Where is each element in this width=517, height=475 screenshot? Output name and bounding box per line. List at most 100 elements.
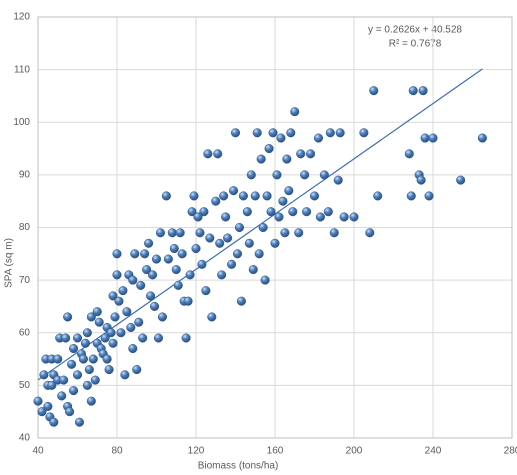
point [315, 212, 325, 222]
point [268, 128, 278, 138]
x-tick-label: 160 [267, 446, 284, 457]
point [365, 228, 375, 238]
trendline-equation: y = 0.2626x + 40.528 [368, 25, 462, 36]
point [207, 312, 217, 322]
point [130, 249, 140, 259]
point [201, 286, 211, 296]
point [286, 128, 296, 138]
point [175, 228, 185, 238]
x-tick-label: 120 [188, 446, 205, 457]
point [335, 128, 345, 138]
point [418, 86, 428, 96]
point [416, 175, 426, 185]
point [112, 249, 122, 259]
point [205, 233, 215, 243]
point [183, 296, 193, 306]
point [272, 170, 282, 180]
point [88, 354, 98, 364]
point [325, 128, 335, 138]
point [359, 128, 369, 138]
x-tick-label: 40 [32, 446, 44, 457]
point [155, 228, 165, 238]
point [260, 275, 270, 285]
point [78, 354, 88, 364]
point [270, 238, 280, 248]
x-axis-title: Biomass (tons/ha) [198, 461, 279, 472]
point [219, 191, 229, 201]
point [223, 233, 233, 243]
point [100, 333, 110, 343]
x-tick-label: 200 [346, 446, 363, 457]
point [197, 259, 207, 269]
point [92, 307, 102, 317]
y-tick-label: 60 [19, 327, 31, 338]
point [193, 212, 203, 222]
point [294, 228, 304, 238]
point [33, 396, 43, 406]
point [49, 417, 59, 427]
point [266, 207, 276, 217]
point [59, 375, 69, 385]
point [63, 312, 73, 322]
point [420, 133, 430, 143]
point [161, 191, 171, 201]
point [80, 338, 90, 348]
point [120, 370, 130, 380]
point [244, 238, 254, 248]
point [288, 207, 298, 217]
point [258, 222, 268, 233]
point [74, 417, 85, 427]
point [323, 207, 333, 217]
point [177, 249, 187, 259]
point [456, 175, 466, 185]
point [142, 265, 152, 275]
point [242, 207, 252, 217]
y-tick-label: 120 [13, 12, 30, 23]
point [132, 365, 142, 375]
point [67, 359, 77, 369]
x-tick-label: 240 [425, 446, 442, 457]
point [408, 86, 418, 96]
point [114, 296, 124, 306]
point [278, 196, 288, 206]
point [138, 333, 148, 343]
y-tick-label: 80 [19, 222, 31, 233]
point [477, 133, 487, 143]
y-tick-label: 50 [19, 380, 31, 391]
point [302, 207, 312, 217]
point [428, 133, 438, 143]
point [84, 365, 94, 375]
point [122, 307, 132, 317]
point [319, 170, 329, 180]
point [213, 149, 223, 159]
point [230, 128, 241, 138]
point [153, 333, 164, 343]
point [290, 107, 300, 117]
point [94, 317, 104, 327]
point [254, 249, 264, 259]
point [185, 270, 195, 280]
point [86, 312, 96, 322]
trendline-r2: R² = 0.7678 [389, 39, 442, 50]
point [173, 280, 183, 290]
point [306, 149, 316, 159]
point [144, 238, 154, 248]
point [157, 312, 167, 322]
point [140, 249, 150, 259]
point [333, 175, 343, 185]
point [309, 191, 320, 201]
point [217, 270, 227, 280]
point [65, 407, 75, 417]
point [148, 270, 158, 280]
point [329, 228, 339, 238]
point [284, 186, 294, 196]
point [339, 212, 349, 222]
point [90, 375, 100, 385]
point [53, 354, 63, 364]
point [211, 196, 221, 206]
point [252, 128, 262, 138]
point [236, 296, 246, 306]
point [82, 328, 92, 338]
y-axis-title: SPA (sq m) [4, 238, 15, 288]
